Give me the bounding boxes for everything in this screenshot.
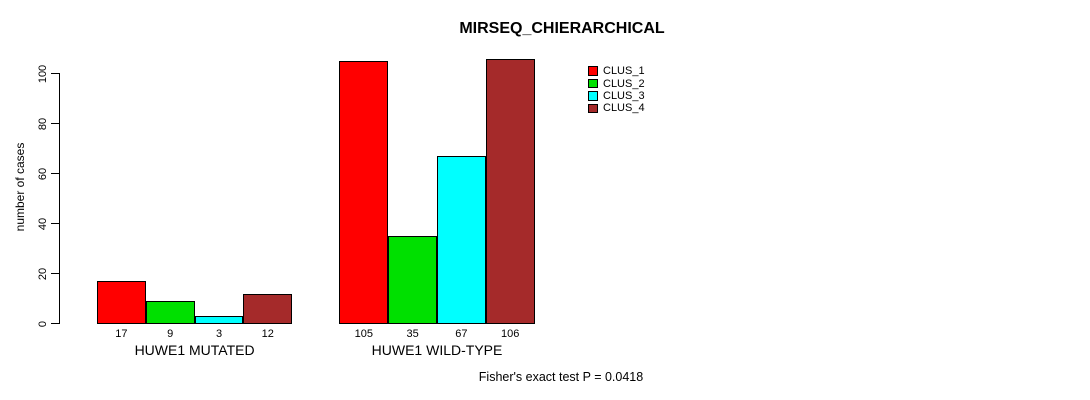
legend: CLUS_1 CLUS_2 CLUS_3 CLUS_4 [588, 65, 645, 115]
legend-label: CLUS_4 [603, 102, 645, 115]
legend-row: CLUS_3 [588, 90, 645, 102]
y-tick-label: 100 [37, 64, 49, 83]
x-category-label: HUWE1 WILD-TYPE [371, 342, 503, 358]
bar-clus_2-group1 [145, 301, 195, 324]
bar-value-label: 9 [167, 328, 174, 340]
legend-row: CLUS_1 [588, 65, 645, 77]
y-tick-mark [50, 322, 59, 325]
bar-value-label: 105 [354, 328, 373, 340]
bar-value-label: 35 [406, 328, 419, 340]
bar-clus_4-group1 [243, 293, 293, 324]
legend-row: CLUS_4 [588, 102, 645, 114]
y-tick-label: 20 [37, 267, 49, 280]
y-tick-mark [50, 172, 59, 175]
bar-value-label: 3 [215, 328, 223, 340]
bar-clus_4-group2 [485, 58, 535, 324]
bar-clus_3-group2 [437, 156, 486, 324]
x-category-label: HUWE1 MUTATED [134, 342, 255, 358]
y-tick-label: 40 [37, 217, 49, 230]
bar-value-label: 17 [115, 328, 128, 340]
legend-row: CLUS_2 [588, 77, 645, 90]
legend-swatch-icon [588, 78, 598, 89]
y-tick-mark [50, 222, 59, 225]
y-tick-label: 80 [37, 117, 49, 130]
bar-value-label: 12 [261, 328, 274, 340]
y-tick-mark [50, 272, 59, 275]
bar-clus_3-group1 [194, 316, 244, 324]
legend-swatch-icon [588, 66, 598, 76]
bar-clus_1-group2 [339, 61, 389, 324]
bar-clus_1-group1 [97, 281, 146, 324]
y-axis-line [58, 73, 60, 324]
fisher-test-annotation: Fisher's exact test P = 0.0418 [478, 370, 644, 384]
chart-title: MIRSEQ_CHIERARCHICAL [459, 20, 665, 37]
bar-value-label: 106 [501, 328, 520, 340]
legend-label: CLUS_1 [603, 65, 645, 78]
legend-swatch-icon [588, 103, 598, 114]
legend-label: CLUS_3 [603, 89, 645, 102]
y-tick-label: 60 [37, 167, 49, 180]
y-tick-mark [50, 122, 59, 125]
y-tick-label: 0 [37, 320, 49, 327]
legend-label: CLUS_2 [603, 77, 645, 90]
legend-swatch-icon [588, 91, 598, 101]
y-axis-label: number of cases [13, 142, 27, 232]
bar-clus_2-group2 [388, 236, 437, 324]
y-tick-mark [50, 72, 59, 75]
bar-value-label: 67 [455, 328, 468, 340]
